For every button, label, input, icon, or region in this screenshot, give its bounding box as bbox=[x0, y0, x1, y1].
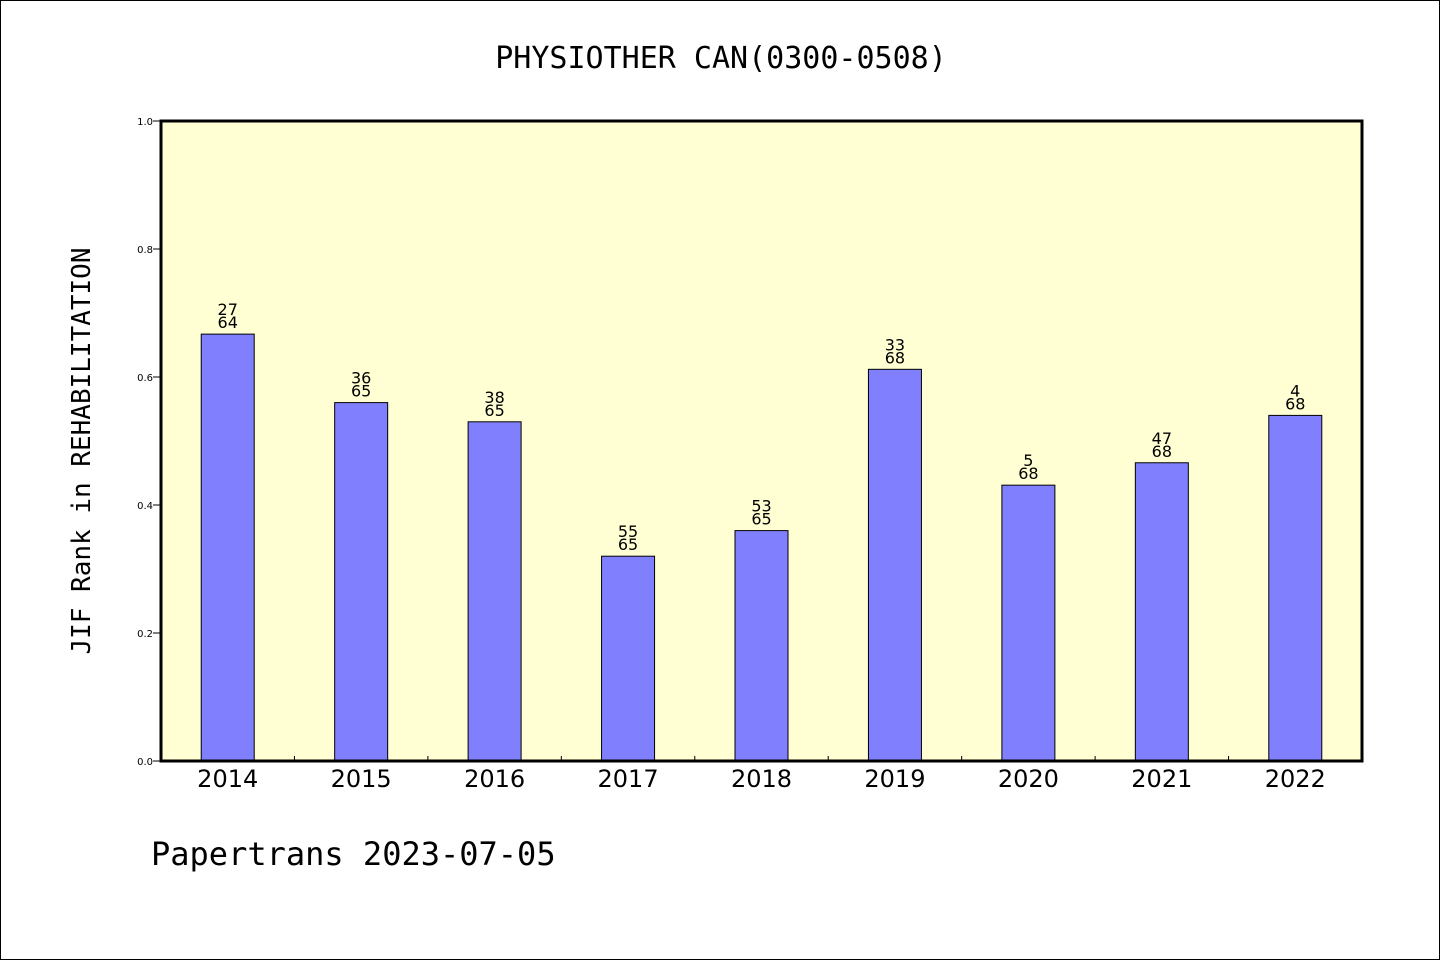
bar-2016 bbox=[467, 421, 522, 762]
bars bbox=[200, 333, 1323, 762]
data-label-rank: 33 bbox=[885, 335, 905, 354]
y-tick-label: 0.2 bbox=[137, 629, 153, 640]
data-label-total: 68 bbox=[1285, 394, 1305, 413]
y-tick-label: 0.0 bbox=[137, 757, 153, 768]
data-label-total: 65 bbox=[618, 535, 638, 554]
data-label-total: 68 bbox=[1018, 464, 1038, 483]
data-label-rank: 55 bbox=[618, 522, 638, 541]
y-tick-label: 0.8 bbox=[137, 245, 153, 256]
data-label-rank: 4 bbox=[1290, 381, 1300, 400]
x-tick-label: 2021 bbox=[1131, 765, 1192, 793]
bar-2015 bbox=[334, 402, 389, 762]
x-axis-ticks: 2014 2015 2016 2017 2018 2019 2020 2021 2022 bbox=[197, 756, 1326, 793]
x-tick-label: 2019 bbox=[864, 765, 925, 793]
x-tick-label: 2017 bbox=[598, 765, 659, 793]
x-tick-label: 2015 bbox=[331, 765, 392, 793]
data-label-total: 64 bbox=[218, 313, 238, 332]
data-label-total: 65 bbox=[751, 510, 771, 529]
x-tick-label: 2018 bbox=[731, 765, 792, 793]
data-label-total: 68 bbox=[885, 348, 905, 367]
x-tick-label: 2016 bbox=[464, 765, 525, 793]
bar-2017 bbox=[601, 555, 656, 762]
data-label-rank: 27 bbox=[218, 300, 238, 319]
data-label-total: 65 bbox=[484, 401, 504, 420]
data-label-total: 68 bbox=[1152, 442, 1172, 461]
y-axis-label: JIF Rank in REHABILITATION bbox=[67, 248, 97, 655]
data-label-rank: 38 bbox=[484, 388, 504, 407]
y-tick-label: 1.0 bbox=[137, 117, 153, 128]
footer-credit: Papertrans 2023-07-05 bbox=[151, 835, 556, 873]
y-axis-ticks: 0.0 0.2 0.4 0.6 0.8 1.0 bbox=[137, 117, 161, 768]
bar-2022 bbox=[1268, 414, 1323, 762]
plot-border bbox=[159, 119, 1364, 763]
data-label-rank: 5 bbox=[1023, 451, 1033, 470]
data-label-rank: 36 bbox=[351, 369, 371, 388]
chart-title: PHYSIOTHER CAN(0300-0508) bbox=[495, 41, 947, 76]
data-label-rank: 47 bbox=[1152, 429, 1172, 448]
bar-2018 bbox=[734, 530, 789, 762]
x-tick-label: 2020 bbox=[998, 765, 1059, 793]
data-label-total: 65 bbox=[351, 382, 371, 401]
data-label-rank: 53 bbox=[751, 497, 771, 516]
bar-2020 bbox=[1001, 484, 1056, 762]
bar-2021 bbox=[1134, 462, 1189, 762]
y-tick-label: 0.6 bbox=[137, 373, 153, 384]
bar-2019 bbox=[867, 368, 922, 762]
y-tick-label: 0.4 bbox=[137, 501, 153, 512]
x-tick-label: 2014 bbox=[197, 765, 258, 793]
x-tick-label: 2022 bbox=[1265, 765, 1326, 793]
bar-2014 bbox=[200, 333, 255, 762]
